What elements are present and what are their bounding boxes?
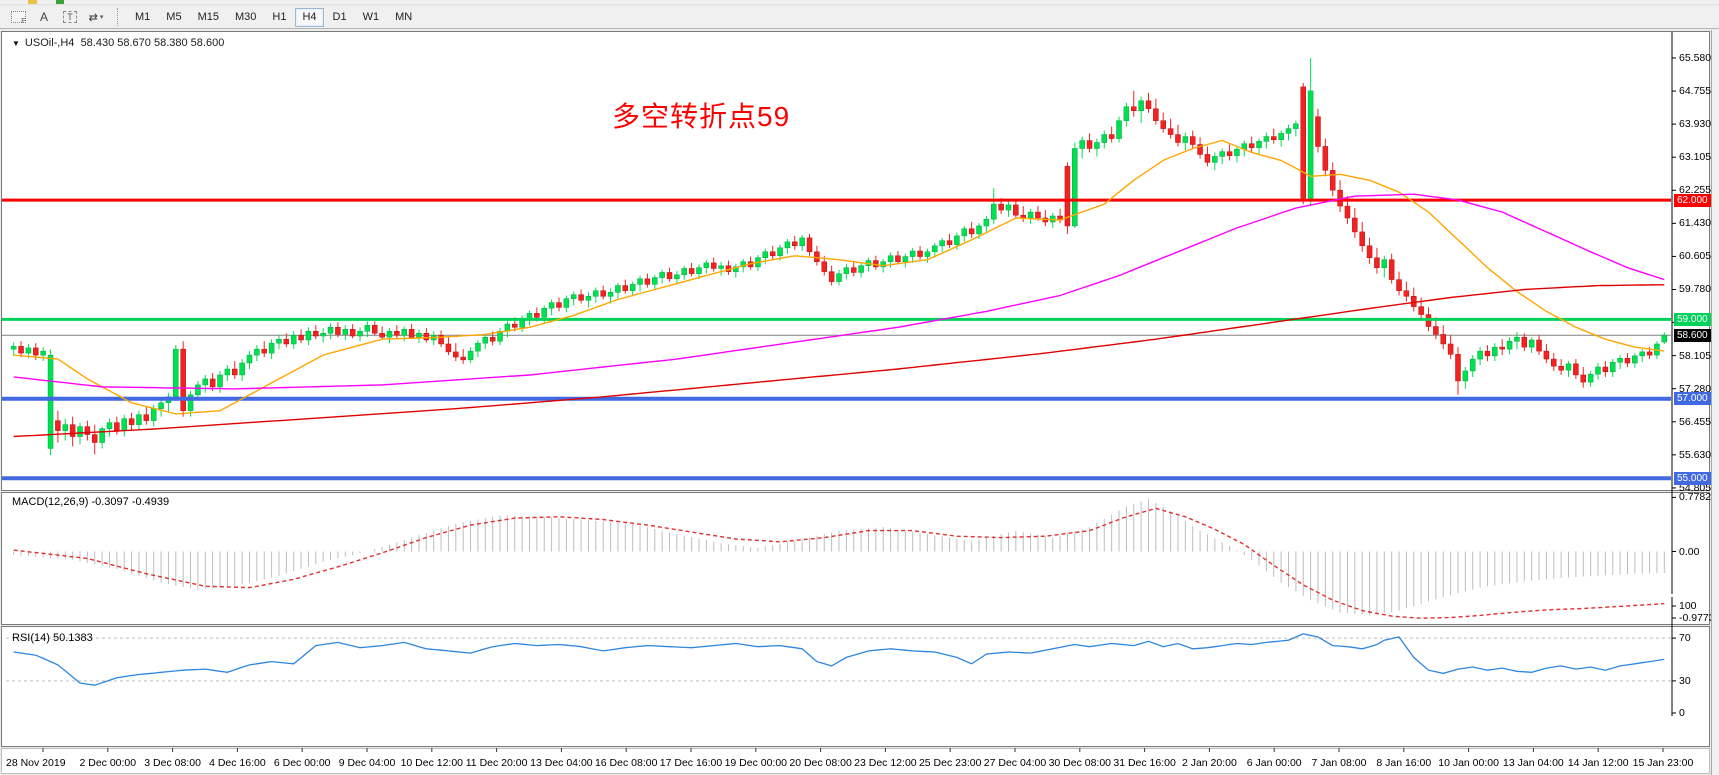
arrow-tools-icon[interactable]: ⇄ ▾ [84, 7, 108, 27]
timeframe-button-d1[interactable]: D1 [332, 11, 347, 23]
timeframe-button-m15[interactable]: M15 [197, 11, 219, 23]
price-chart-panel[interactable] [1, 31, 1710, 491]
timeframe-group: M1 M5 M15 M30 H1 H4 D1 W1 MN [127, 7, 420, 27]
text-box-icon[interactable]: T [58, 7, 82, 27]
dotted-grid-glyph: F [10, 11, 26, 25]
macd-panel[interactable] [1, 492, 1710, 625]
clipped-icon-green [56, 0, 64, 4]
timeframe-button-w1[interactable]: W1 [362, 11, 380, 23]
time-axis-strip [1, 748, 1710, 774]
clipped-icon-yellow [28, 0, 37, 4]
boxed-t-glyph: T [63, 11, 77, 23]
arrows-glyph: ⇄ [88, 11, 98, 24]
vertical-scrollbar[interactable] [1711, 30, 1719, 775]
grid-f-icon[interactable]: F [6, 7, 30, 27]
clipped-toolbar-row [0, 0, 1719, 5]
timeframe-button-mn[interactable]: MN [395, 11, 413, 23]
timeframe-button-h4[interactable]: H4 [295, 7, 324, 27]
chart-workspace [0, 30, 1711, 775]
timeframe-button-m5[interactable]: M5 [166, 11, 182, 23]
letter-a-glyph: A [39, 10, 48, 24]
dropdown-caret-icon: ▾ [99, 14, 104, 21]
rsi-panel[interactable] [1, 626, 1710, 747]
timeframe-button-m30[interactable]: M30 [234, 11, 257, 23]
text-label-icon[interactable]: A [32, 7, 56, 27]
chart-toolbar: F A T ⇄ ▾ M1 M5 M15 M30 H1 H4 D1 W1 MN [0, 6, 1719, 29]
timeframe-button-m1[interactable]: M1 [135, 11, 151, 23]
timeframe-button-h1[interactable]: H1 [272, 11, 287, 23]
toolbar-separator [117, 8, 122, 26]
